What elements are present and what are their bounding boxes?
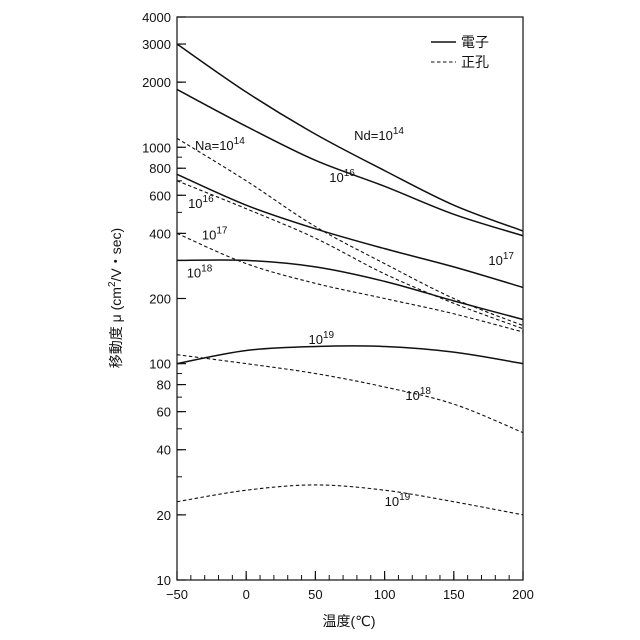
y-tick-label: 4000	[142, 10, 171, 25]
x-tick-label: 100	[374, 587, 396, 602]
doping-label: 1016	[329, 168, 355, 185]
hole-curve-1e18	[177, 355, 523, 433]
y-tick-label: 40	[157, 443, 171, 458]
hole-curve-1e14	[177, 138, 523, 325]
y-tick-label: 200	[149, 292, 171, 307]
legend: 電子正孔	[431, 34, 489, 70]
plot-area-border	[177, 17, 523, 580]
legend-label: 電子	[461, 34, 489, 50]
x-tick-label: 200	[512, 587, 534, 602]
x-tick-label: 50	[308, 587, 322, 602]
y-tick-label: 2000	[142, 75, 171, 90]
curve-annotations: Nd=1014 Na=1014 1016 1016 1017 1017 1018 1019 10…	[187, 126, 515, 509]
electron-curve-1e17	[177, 174, 523, 287]
y-tick-label: 80	[157, 378, 171, 393]
hole-curve-1e16	[177, 181, 523, 329]
y-tick-label: 1000	[142, 140, 171, 155]
electron-curve-1e19	[177, 346, 523, 364]
y-tick-label: 3000	[142, 37, 171, 52]
doping-label: 1019	[308, 330, 334, 347]
x-axis-label: 温度(℃)	[322, 613, 375, 629]
electron-curve-1e18	[177, 260, 523, 320]
y-tick-label: 10	[157, 573, 171, 588]
series-lines	[177, 44, 523, 515]
doping-label: 1016	[188, 194, 214, 211]
y-tick-label: 600	[149, 188, 171, 203]
y-tick-label: 800	[149, 161, 171, 176]
hole-curve-1e19	[177, 485, 523, 515]
y-tick-label: 20	[157, 508, 171, 523]
doping-label: 1018	[187, 264, 213, 281]
y-tick-label: 100	[149, 357, 171, 372]
doping-label: Nd=1014	[354, 126, 404, 143]
legend-label: 正孔	[461, 54, 489, 70]
x-tick-label: 150	[443, 587, 465, 602]
x-tick-label: 0	[243, 587, 250, 602]
doping-label: Na=1014	[195, 136, 245, 153]
x-axis: −50 0 50 100 150 200	[166, 571, 534, 602]
doping-label: 1019	[385, 492, 411, 509]
y-axis-label: 移動度 μ (cm2/V・sec)	[107, 228, 124, 368]
y-tick-label: 400	[149, 226, 171, 241]
electron-curve-1e16	[177, 89, 523, 235]
plot-frame	[177, 17, 523, 580]
doping-label: 1017	[202, 225, 228, 242]
doping-label: 1017	[488, 251, 514, 268]
x-tick-label: −50	[166, 587, 188, 602]
y-tick-label: 60	[157, 405, 171, 420]
doping-label: 1018	[405, 386, 431, 403]
hole-curve-1e17	[177, 233, 523, 332]
